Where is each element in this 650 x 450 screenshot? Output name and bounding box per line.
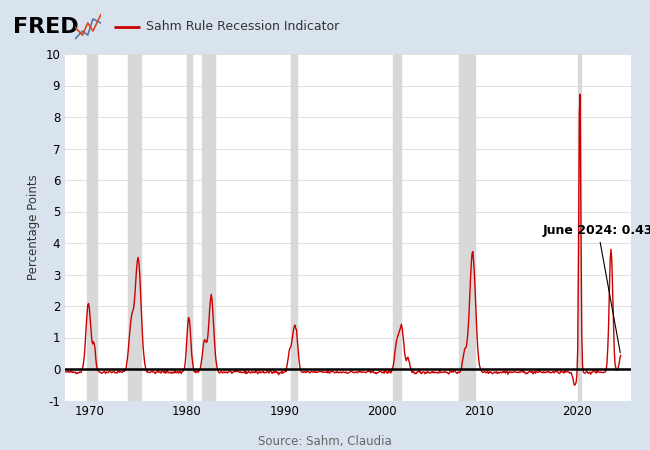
- Text: June 2024: 0.43: June 2024: 0.43: [543, 224, 650, 353]
- Bar: [127, 54, 140, 400]
- Text: FRED: FRED: [13, 17, 79, 37]
- Y-axis label: Percentage Points: Percentage Points: [27, 174, 40, 280]
- Bar: [578, 54, 581, 400]
- Bar: [187, 54, 192, 400]
- Text: Source: Sahm, Claudia: Source: Sahm, Claudia: [258, 436, 392, 449]
- Bar: [393, 54, 400, 400]
- Bar: [202, 54, 215, 400]
- Bar: [291, 54, 296, 400]
- Bar: [459, 54, 474, 400]
- Bar: [87, 54, 98, 400]
- Text: Sahm Rule Recession Indicator: Sahm Rule Recession Indicator: [146, 21, 339, 33]
